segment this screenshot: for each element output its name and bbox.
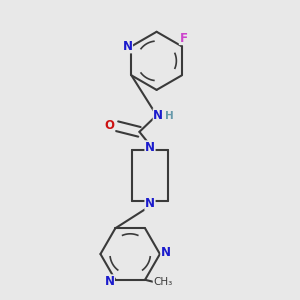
Text: N: N <box>161 246 171 259</box>
Text: N: N <box>104 275 114 288</box>
Text: N: N <box>122 40 133 53</box>
Text: N: N <box>145 141 155 154</box>
Text: H: H <box>165 111 174 121</box>
Text: CH₃: CH₃ <box>153 278 172 287</box>
Text: F: F <box>179 32 188 44</box>
Text: N: N <box>153 109 163 122</box>
Text: N: N <box>145 197 155 210</box>
Text: O: O <box>105 119 115 132</box>
